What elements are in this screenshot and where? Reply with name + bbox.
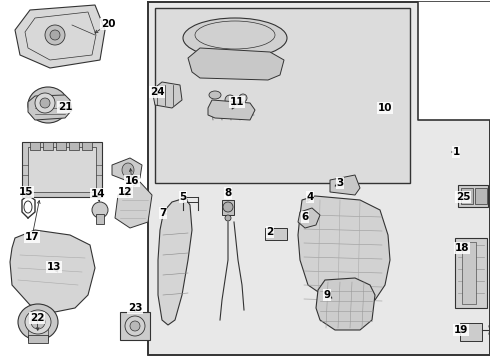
Polygon shape: [208, 100, 255, 120]
Bar: [462, 242, 476, 304]
Bar: [96, 214, 104, 224]
Text: 19: 19: [454, 325, 468, 335]
Ellipse shape: [209, 91, 221, 99]
Polygon shape: [330, 175, 360, 195]
Text: 10: 10: [378, 103, 392, 113]
Ellipse shape: [225, 215, 231, 221]
Bar: [418, 2, 490, 120]
Text: 22: 22: [30, 313, 44, 323]
Polygon shape: [10, 230, 95, 312]
Text: 4: 4: [306, 192, 314, 202]
Ellipse shape: [28, 87, 68, 123]
Bar: [155, 8, 410, 183]
Polygon shape: [298, 208, 320, 228]
Text: 3: 3: [336, 178, 343, 188]
Text: 17: 17: [24, 232, 39, 242]
Text: 7: 7: [159, 208, 167, 218]
Bar: [69, 142, 79, 150]
Text: 5: 5: [179, 192, 187, 202]
Text: 6: 6: [301, 212, 309, 222]
Bar: [183, 197, 198, 202]
Bar: [461, 188, 473, 204]
Bar: [28, 147, 96, 192]
Text: 21: 21: [58, 102, 72, 112]
Bar: [460, 323, 482, 341]
Ellipse shape: [18, 304, 58, 340]
Polygon shape: [298, 196, 390, 305]
Ellipse shape: [92, 202, 108, 218]
Text: 14: 14: [91, 189, 105, 199]
Polygon shape: [15, 5, 105, 68]
Bar: [120, 312, 150, 340]
Bar: [82, 142, 92, 150]
Bar: [28, 335, 48, 343]
Ellipse shape: [223, 202, 233, 212]
Text: 18: 18: [455, 243, 469, 253]
Ellipse shape: [225, 95, 235, 105]
Polygon shape: [115, 182, 152, 228]
Text: 1: 1: [452, 147, 460, 157]
Text: 13: 13: [47, 262, 61, 272]
Polygon shape: [158, 198, 192, 325]
Text: 12: 12: [118, 187, 132, 197]
Text: 25: 25: [456, 192, 470, 202]
Polygon shape: [188, 48, 284, 80]
Ellipse shape: [35, 93, 55, 113]
Polygon shape: [316, 278, 375, 330]
Ellipse shape: [183, 18, 287, 58]
Text: 9: 9: [323, 290, 331, 300]
Text: 8: 8: [224, 188, 232, 198]
Bar: [56, 142, 66, 150]
Bar: [458, 185, 488, 207]
Polygon shape: [28, 95, 72, 120]
Text: 2: 2: [267, 227, 273, 237]
Ellipse shape: [125, 316, 145, 336]
Text: 24: 24: [149, 87, 164, 97]
Text: 15: 15: [19, 187, 33, 197]
Bar: [22, 142, 102, 197]
Text: 16: 16: [125, 176, 139, 186]
Ellipse shape: [40, 98, 50, 108]
Bar: [265, 228, 287, 240]
Ellipse shape: [239, 94, 247, 102]
Bar: [475, 188, 487, 204]
Text: 23: 23: [128, 303, 142, 313]
Bar: [30, 142, 40, 150]
Ellipse shape: [50, 30, 60, 40]
Polygon shape: [152, 82, 182, 108]
Ellipse shape: [25, 310, 51, 334]
Bar: [222, 200, 234, 215]
Text: 20: 20: [101, 19, 115, 29]
Ellipse shape: [122, 163, 134, 177]
Ellipse shape: [31, 315, 45, 329]
Bar: [455, 238, 487, 308]
Bar: [148, 2, 490, 355]
Ellipse shape: [130, 321, 140, 331]
Polygon shape: [112, 158, 142, 182]
Text: 11: 11: [230, 97, 244, 107]
Bar: [43, 142, 53, 150]
Ellipse shape: [45, 25, 65, 45]
